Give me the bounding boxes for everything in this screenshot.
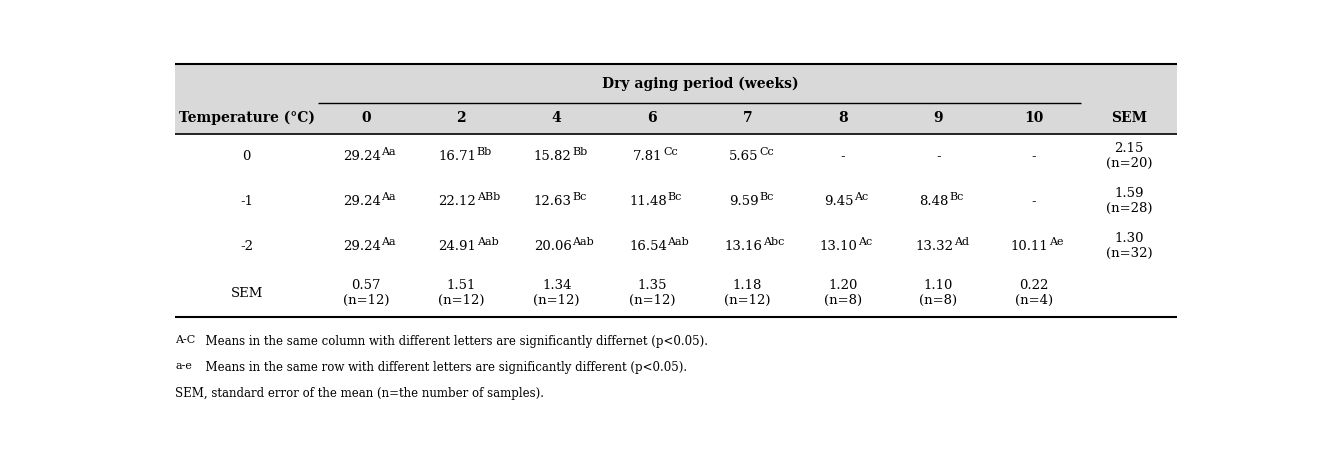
Bar xyxy=(175,103,1177,134)
Text: 1.35
(n=12): 1.35 (n=12) xyxy=(629,279,675,307)
Bar xyxy=(175,134,1177,317)
Text: 15.82: 15.82 xyxy=(534,150,571,163)
Text: 13.16: 13.16 xyxy=(724,240,762,253)
Text: 8.48: 8.48 xyxy=(919,195,948,208)
Text: -2: -2 xyxy=(240,240,253,253)
Text: 9.59: 9.59 xyxy=(728,195,758,208)
Text: 6: 6 xyxy=(648,111,657,125)
Text: 11.48: 11.48 xyxy=(629,195,667,208)
Text: 0.57
(n=12): 0.57 (n=12) xyxy=(343,279,389,307)
Text: 9: 9 xyxy=(934,111,943,125)
Text: 1.10
(n=8): 1.10 (n=8) xyxy=(919,279,958,307)
Text: Aab: Aab xyxy=(572,237,594,247)
Text: -: - xyxy=(936,150,940,163)
Text: Ac: Ac xyxy=(855,192,869,202)
Text: 2.15
(n=20): 2.15 (n=20) xyxy=(1105,142,1153,170)
Text: Bc: Bc xyxy=(572,192,587,202)
Text: 24.91: 24.91 xyxy=(438,240,476,253)
Text: 22.12: 22.12 xyxy=(438,195,476,208)
Text: 10.11: 10.11 xyxy=(1010,240,1049,253)
Text: a-e: a-e xyxy=(175,360,193,371)
Text: A-C: A-C xyxy=(175,335,195,345)
Text: Aa: Aa xyxy=(381,192,396,202)
Text: 0.22
(n=4): 0.22 (n=4) xyxy=(1014,279,1053,307)
Text: SEM, standard error of the mean (n=the number of samples).: SEM, standard error of the mean (n=the n… xyxy=(175,387,545,400)
Text: 7: 7 xyxy=(743,111,752,125)
Text: Ad: Ad xyxy=(954,237,968,247)
Text: Cc: Cc xyxy=(663,147,678,157)
Text: 4: 4 xyxy=(551,111,562,125)
Text: 13.10: 13.10 xyxy=(820,240,857,253)
Text: Abc: Abc xyxy=(762,237,785,247)
Text: Aa: Aa xyxy=(381,237,396,247)
Text: 8: 8 xyxy=(838,111,848,125)
Text: Bc: Bc xyxy=(667,192,682,202)
Text: -1: -1 xyxy=(240,195,253,208)
Text: 13.32: 13.32 xyxy=(915,240,954,253)
Text: Bc: Bc xyxy=(758,192,773,202)
Text: Aa: Aa xyxy=(381,147,396,157)
Text: 0: 0 xyxy=(361,111,371,125)
Text: 1.18
(n=12): 1.18 (n=12) xyxy=(724,279,770,307)
Text: -: - xyxy=(840,150,845,163)
Text: ABb: ABb xyxy=(476,192,500,202)
Text: SEM: SEM xyxy=(231,287,262,300)
Text: -: - xyxy=(1031,195,1037,208)
Text: Bb: Bb xyxy=(572,147,587,157)
Text: Temperature (°C): Temperature (°C) xyxy=(178,111,315,125)
Text: 1.34
(n=12): 1.34 (n=12) xyxy=(533,279,580,307)
Text: 12.63: 12.63 xyxy=(534,195,571,208)
Text: Ac: Ac xyxy=(859,237,873,247)
Text: 16.54: 16.54 xyxy=(629,240,667,253)
Text: 20.06: 20.06 xyxy=(534,240,571,253)
Text: 1.20
(n=8): 1.20 (n=8) xyxy=(824,279,863,307)
Text: 0: 0 xyxy=(243,150,251,163)
Text: 1.51
(n=12): 1.51 (n=12) xyxy=(438,279,484,307)
Text: SEM: SEM xyxy=(1111,111,1148,125)
Text: 9.45: 9.45 xyxy=(824,195,853,208)
Text: 16.71: 16.71 xyxy=(438,150,476,163)
Text: -: - xyxy=(1031,150,1037,163)
Text: 29.24: 29.24 xyxy=(343,240,381,253)
Text: 10: 10 xyxy=(1024,111,1043,125)
Text: 29.24: 29.24 xyxy=(343,150,381,163)
Text: 2: 2 xyxy=(456,111,466,125)
Text: Cc: Cc xyxy=(758,147,774,157)
Text: Means in the same row with different letters are significantly different (p<0.05: Means in the same row with different let… xyxy=(198,360,687,374)
Text: Aab: Aab xyxy=(667,237,690,247)
Text: 1.59
(n=28): 1.59 (n=28) xyxy=(1105,187,1153,215)
Text: Bc: Bc xyxy=(950,192,964,202)
Text: Bb: Bb xyxy=(476,147,492,157)
Text: Aab: Aab xyxy=(476,237,499,247)
Text: Dry aging period (weeks): Dry aging period (weeks) xyxy=(601,76,798,90)
Text: 1.30
(n=32): 1.30 (n=32) xyxy=(1105,232,1153,260)
Text: Means in the same column with different letters are significantly differnet (p<0: Means in the same column with different … xyxy=(198,335,707,348)
Text: Ae: Ae xyxy=(1049,237,1063,247)
Text: 7.81: 7.81 xyxy=(633,150,662,163)
Text: 29.24: 29.24 xyxy=(343,195,381,208)
Text: 5.65: 5.65 xyxy=(728,150,758,163)
Bar xyxy=(175,64,1177,103)
